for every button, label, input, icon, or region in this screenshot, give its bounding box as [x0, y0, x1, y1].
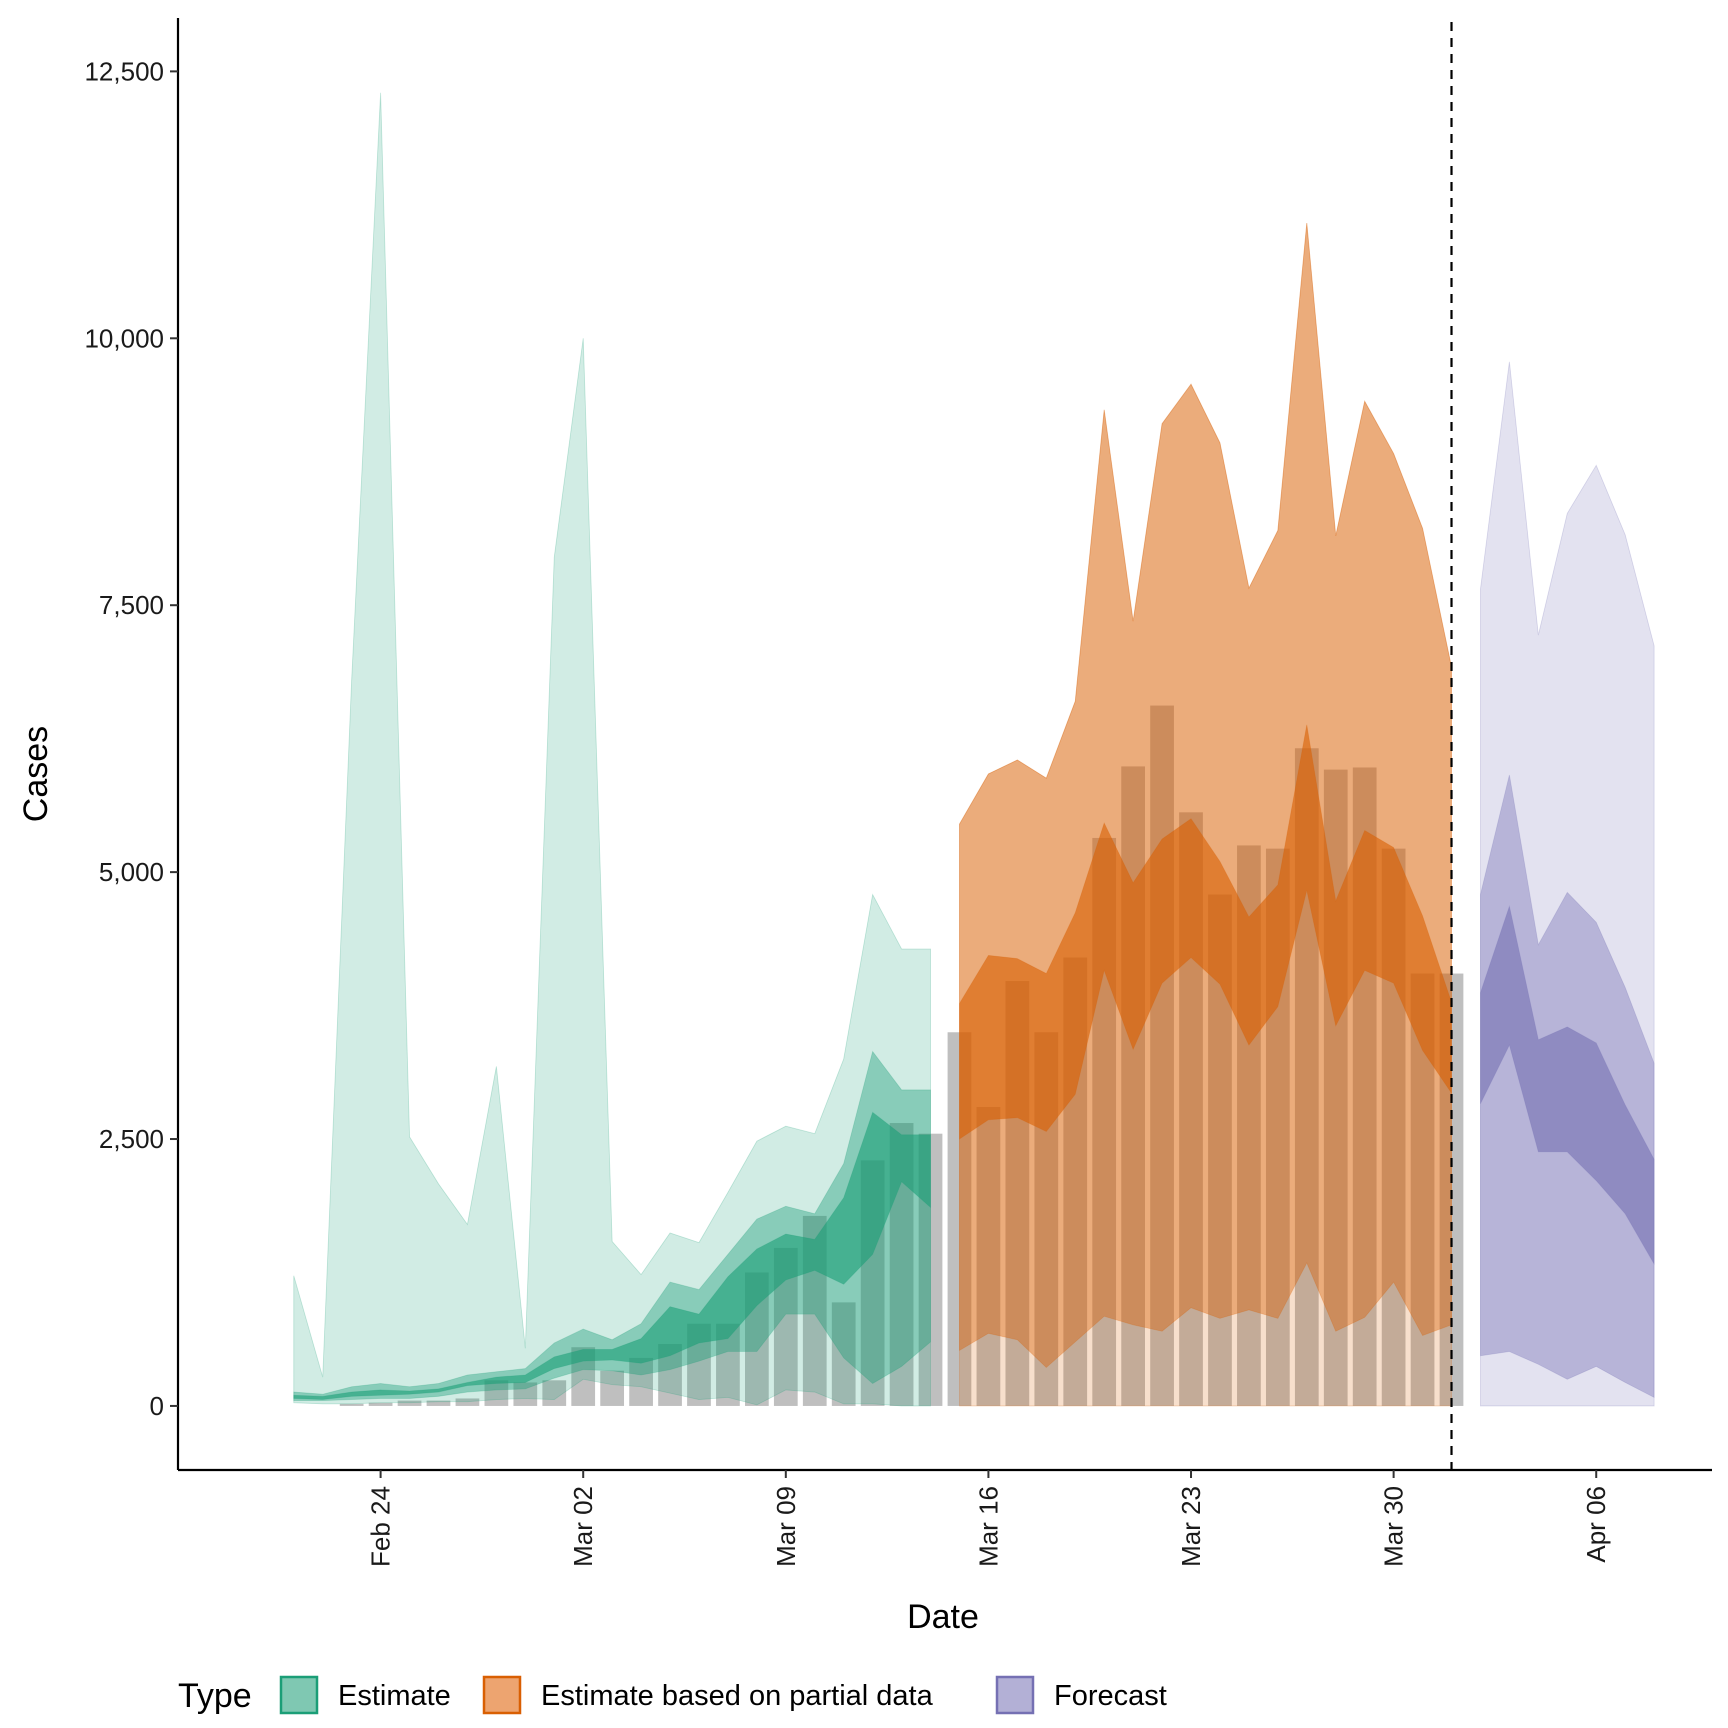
y-tick-label: 2,500 [99, 1124, 164, 1154]
estimate-band-3 [293, 1111, 931, 1400]
partial-band-3 [959, 724, 1452, 1140]
axes: 0 2,500 5,000 7,500 10,000 12,500 Feb 24 Mar 02… [17, 18, 1712, 1636]
legend-label-1: Estimate [338, 1680, 451, 1712]
x-tick-label: Mar 30 [1379, 1486, 1409, 1567]
y-axis-title: Cases [17, 726, 55, 822]
observed-cases-bar-2020-03-11 [831, 1302, 856, 1406]
observed-cases-bar-2020-03-16 [976, 1107, 1001, 1406]
observed-cases-bar-2020-02-24 [368, 1402, 393, 1406]
plot-area [293, 22, 1655, 1470]
x-tick-label: Mar 02 [568, 1486, 598, 1567]
observed-cases-bar-2020-03-31 [1410, 973, 1435, 1406]
observed-cases-bar-2020-02-23 [339, 1403, 364, 1406]
observed-cases-bar-2020-02-25 [397, 1400, 422, 1406]
x-tick-label: Apr 06 [1581, 1486, 1611, 1563]
estimate-band-1 [293, 92, 931, 1407]
y-tick-label: 0 [150, 1391, 164, 1421]
legend-swatch-3 [995, 1675, 1035, 1715]
y-tick-label: 5,000 [99, 857, 164, 887]
legend: Type Estimate Estimate based on partial da… [178, 1675, 1167, 1715]
observed-cases-bar-2020-02-27 [455, 1398, 480, 1406]
y-tick-label: 10,000 [84, 323, 164, 353]
legend-title: Type [178, 1677, 252, 1715]
x-tick-label: Mar 23 [1176, 1486, 1206, 1567]
partial-band-2 [959, 222, 1452, 1369]
forecast-band-3 [1480, 904, 1655, 1266]
observed-cases-bar-2020-03-05 [658, 1344, 682, 1406]
legend-label-2: Estimate based on partial data [541, 1680, 934, 1712]
observed-cases-bar-2020-02-26 [426, 1400, 451, 1406]
x-axis-title: Date [907, 1598, 979, 1636]
y-tick-label: 7,500 [99, 590, 164, 620]
legend-swatch-2 [482, 1675, 522, 1715]
x-tick-label: Mar 16 [973, 1486, 1003, 1567]
observed-cases-bar-2020-03-01 [542, 1380, 567, 1406]
y-tick-label: 12,500 [84, 56, 164, 86]
observed-cases-bar-2020-03-09 [773, 1247, 798, 1406]
observed-cases-bar-2020-03-24 [1208, 894, 1232, 1406]
x-tick-label: Feb 24 [366, 1486, 396, 1567]
x-tick-label: Mar 09 [771, 1486, 801, 1567]
legend-label-3: Forecast [1054, 1680, 1167, 1712]
observed-cases-bar-2020-03-07 [716, 1323, 740, 1406]
estimate-band-2 [293, 1050, 931, 1401]
observed-cases-bar-2020-02-28 [484, 1380, 509, 1406]
observed-cases-bar-2020-03-04 [629, 1357, 653, 1406]
observed-cases-bar-2020-02-29 [513, 1382, 538, 1406]
observed-cases-bar-2020-03-03 [600, 1370, 625, 1406]
legend-swatch-1 [279, 1675, 319, 1715]
